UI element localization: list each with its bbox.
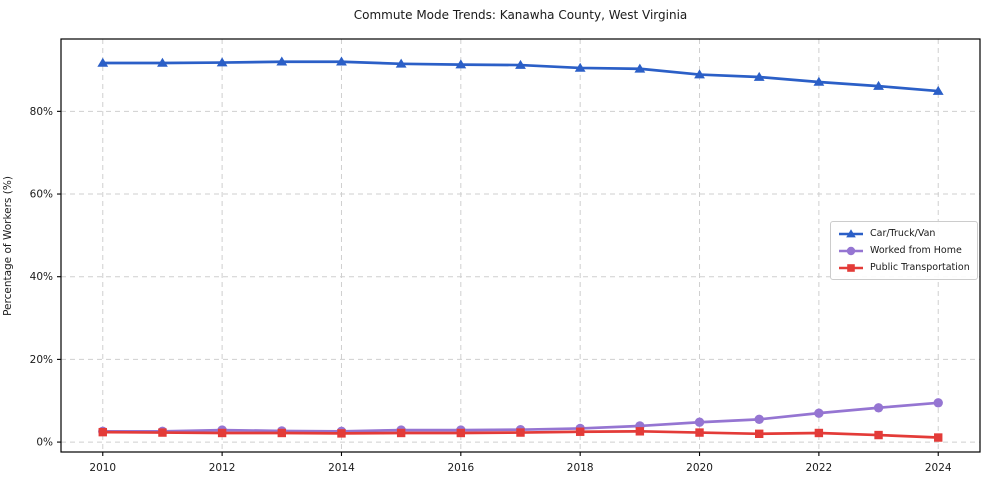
data-point bbox=[634, 63, 646, 73]
data-point bbox=[158, 428, 167, 437]
y-tick-label: 40% bbox=[30, 271, 53, 283]
data-point bbox=[753, 71, 765, 81]
x-tick-label: 2010 bbox=[89, 462, 116, 474]
data-point bbox=[157, 57, 168, 67]
data-point bbox=[874, 430, 883, 440]
series-public-transportation bbox=[98, 427, 943, 442]
data-point bbox=[98, 427, 107, 437]
data-point bbox=[455, 59, 467, 69]
legend-item-car-truck-van: Car/Truck/Van bbox=[838, 226, 970, 241]
data-point bbox=[456, 428, 466, 438]
data-point bbox=[934, 433, 943, 442]
series-car-truck-van bbox=[97, 56, 944, 95]
legend-circle-swatch-icon bbox=[839, 246, 863, 255]
data-point bbox=[277, 428, 286, 438]
data-point bbox=[873, 403, 884, 413]
y-tick-label: 80% bbox=[30, 106, 53, 118]
circle-marker-icon bbox=[846, 246, 856, 255]
data-point bbox=[814, 428, 824, 438]
data-point bbox=[97, 57, 109, 67]
plot-area bbox=[61, 39, 980, 452]
x-tick-label: 2012 bbox=[209, 462, 236, 474]
data-point bbox=[694, 69, 705, 79]
data-point bbox=[933, 398, 943, 408]
chart-title: Commute Mode Trends: Kanawha County, Wes… bbox=[353, 8, 688, 22]
x-tick-label: 2024 bbox=[925, 462, 952, 474]
data-point bbox=[694, 417, 705, 427]
data-point bbox=[276, 56, 288, 66]
legend-item-worked-from-home: Worked from Home bbox=[838, 243, 970, 258]
triangle-marker-icon bbox=[846, 228, 856, 237]
data-point bbox=[754, 414, 764, 425]
x-tick-label: 2022 bbox=[806, 462, 833, 474]
data-point bbox=[574, 62, 586, 72]
x-tick-label: 2018 bbox=[567, 462, 594, 474]
legend-label: Public Transportation bbox=[870, 262, 970, 273]
legend-item-public-transportation: Public Transportation bbox=[838, 260, 970, 275]
y-tick-label: 60% bbox=[30, 189, 53, 201]
data-point bbox=[813, 76, 825, 86]
data-point bbox=[873, 80, 884, 90]
y-tick-label: 20% bbox=[30, 354, 53, 366]
data-point bbox=[216, 57, 228, 67]
x-tick-label: 2016 bbox=[447, 462, 474, 474]
legend-label: Worked from Home bbox=[870, 245, 962, 256]
data-point bbox=[337, 429, 346, 438]
data-point bbox=[635, 427, 645, 436]
legend-triangle-swatch-icon bbox=[839, 228, 863, 237]
data-point bbox=[217, 428, 227, 438]
data-point bbox=[396, 428, 406, 438]
data-point bbox=[695, 428, 704, 437]
data-point bbox=[814, 408, 824, 418]
data-point bbox=[516, 428, 525, 437]
data-point bbox=[395, 58, 407, 68]
data-point bbox=[515, 59, 526, 69]
data-point bbox=[755, 429, 764, 439]
legend-square-swatch-icon bbox=[839, 263, 863, 272]
data-point bbox=[575, 427, 585, 436]
data-point bbox=[932, 85, 944, 95]
legend: Car/Truck/Van Worked from Home Public Tran… bbox=[830, 221, 978, 280]
plot-border bbox=[60, 38, 981, 453]
legend-label: Car/Truck/Van bbox=[870, 228, 936, 239]
x-tick-label: 2020 bbox=[686, 462, 713, 474]
x-tick-label: 2014 bbox=[328, 462, 355, 474]
y-tick-label: 0% bbox=[36, 437, 53, 449]
square-marker-icon bbox=[847, 263, 855, 272]
data-point bbox=[336, 56, 347, 66]
